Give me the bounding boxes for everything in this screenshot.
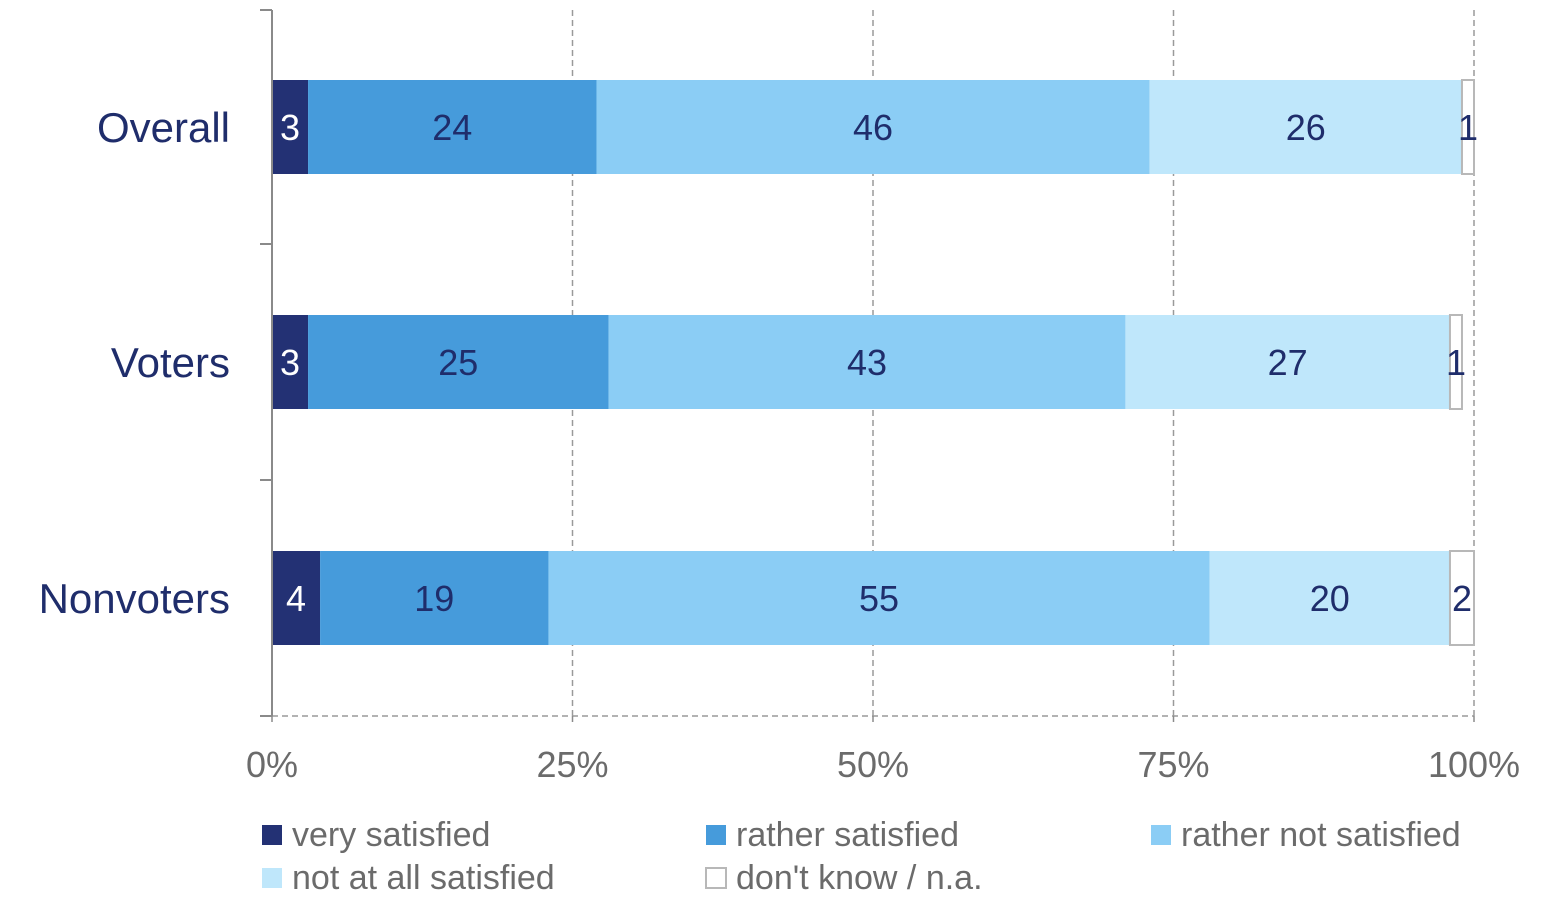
bar-value-label: 1 [1458,107,1478,148]
legend-item: not at all satisfied [262,859,555,897]
category-labels: Overall Voters Nonvoters [39,104,230,622]
legend: very satisfied rather satisfied rather not… [262,816,1461,897]
bars [272,79,1475,646]
legend-item: rather not satisfied [1151,816,1461,854]
category-label: Voters [111,339,230,386]
bar-segment [272,315,309,409]
legend-label: rather satisfied [736,816,959,854]
legend-item: rather satisfied [706,816,959,854]
bar-value-label: 24 [432,107,472,148]
bar-value-label: 3 [280,107,300,148]
bar-segment [1460,79,1475,175]
bar-value-label: 46 [853,107,893,148]
x-tick-label: 0% [246,744,298,785]
legend-item: don't know / n.a. [705,859,983,897]
bar-segment [596,80,1150,174]
legend-swatch [705,867,727,889]
category-label: Overall [97,104,230,151]
bar-segment [308,80,597,174]
category-label: Nonvoters [39,575,230,622]
bar-segment [548,551,1210,645]
bar-value-label: 3 [280,342,300,383]
bar-segment [1448,314,1463,410]
axes [260,9,1475,722]
bar-value-label: 27 [1268,342,1308,383]
legend-item: very satisfied [262,816,490,854]
bar-value-label: 1 [1446,342,1466,383]
bar-segment [272,80,309,174]
legend-swatch [262,868,282,888]
bar-value-label: 20 [1310,578,1350,619]
legend-label: not at all satisfied [292,859,555,897]
legend-swatch [706,825,726,845]
bar-value-label: 19 [414,578,454,619]
bar-value-label: 25 [438,342,478,383]
bar-segment [1209,551,1450,645]
bar-segment [308,315,609,409]
bar-value-label: 55 [859,578,899,619]
legend-label: don't know / n.a. [736,859,983,897]
bar-segment [272,551,321,645]
bar-value-label: 43 [847,342,887,383]
bar-value-label: 2 [1452,578,1472,619]
x-tick-label: 75% [1137,744,1209,785]
bar-labels: 3 24 46 26 1 3 25 43 27 1 4 19 55 20 2 [280,107,1478,619]
legend-label: rather not satisfied [1181,816,1461,854]
x-tick-label: 25% [536,744,608,785]
bar-value-label: 26 [1286,107,1326,148]
bar-value-label: 4 [286,578,306,619]
bar-segment [608,315,1126,409]
x-tick-label: 50% [837,744,909,785]
x-tick-label: 100% [1428,744,1520,785]
x-tick-labels: 0% 25% 50% 75% 100% [246,744,1520,785]
bar-segment [1125,315,1450,409]
legend-swatch [1151,825,1171,845]
bar-segment [1149,80,1462,174]
legend-label: very satisfied [292,816,490,854]
bar-segment [1448,550,1475,646]
bar-segment [320,551,549,645]
legend-swatch [262,825,282,845]
